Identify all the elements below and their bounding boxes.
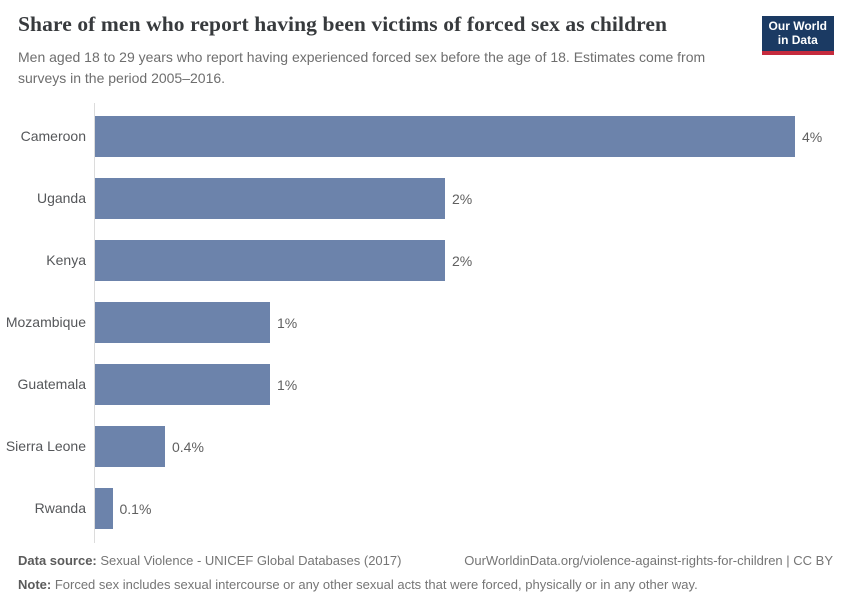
category-label: Uganda bbox=[36, 190, 86, 207]
bar-area: 1% bbox=[95, 364, 298, 406]
category-label: Mozambique bbox=[5, 314, 86, 331]
data-source-value: Sexual Violence - UNICEF Global Database… bbox=[96, 552, 402, 568]
data-source: Data source: Sexual Violence - UNICEF Gl… bbox=[18, 553, 401, 568]
bar-row: Kenya 2% bbox=[0, 230, 850, 292]
bar-rows: Cameroon 4% Uganda 2% Kenya 2% Mozambique 1% Gua… bbox=[0, 106, 850, 540]
bar-row: Cameroon 4% bbox=[0, 106, 850, 168]
category-label: Guatemala bbox=[17, 376, 86, 393]
bar-area: 2% bbox=[95, 240, 473, 282]
bar[interactable] bbox=[95, 178, 445, 220]
bar[interactable] bbox=[95, 302, 270, 344]
note-value: Forced sex includes sexual intercourse o… bbox=[51, 576, 698, 592]
bar[interactable] bbox=[95, 116, 795, 158]
chart-subtitle: Men aged 18 to 29 years who report havin… bbox=[18, 48, 706, 86]
chart-footer: Data source: Sexual Violence - UNICEF Gl… bbox=[0, 553, 850, 592]
value-label: 1% bbox=[277, 376, 298, 393]
value-label: 2% bbox=[452, 190, 473, 207]
bar[interactable] bbox=[95, 488, 113, 530]
bar-row: Mozambique 1% bbox=[0, 292, 850, 354]
note-label: Note: bbox=[18, 576, 52, 592]
y-axis-line bbox=[94, 102, 95, 543]
bar-row: Sierra Leone 0.4% bbox=[0, 416, 850, 478]
note: Note: Forced sex includes sexual interco… bbox=[18, 577, 833, 592]
bar-row: Guatemala 1% bbox=[0, 354, 850, 416]
category-label: Rwanda bbox=[34, 500, 86, 517]
chart-header: Share of men who report having been vict… bbox=[0, 0, 850, 89]
bar-row: Rwanda 0.1% bbox=[0, 478, 850, 540]
bar-chart: Cameroon 4% Uganda 2% Kenya 2% Mozambique 1% Gua… bbox=[0, 102, 850, 543]
bar[interactable] bbox=[95, 240, 445, 282]
bar[interactable] bbox=[95, 364, 270, 406]
category-label: Kenya bbox=[46, 252, 86, 269]
bar-area: 2% bbox=[95, 178, 473, 220]
chart-title: Share of men who report having been vict… bbox=[18, 12, 668, 36]
data-source-label: Data source: bbox=[18, 552, 97, 568]
category-label: Cameroon bbox=[20, 128, 86, 145]
value-label: 1% bbox=[277, 314, 298, 331]
value-label: 0.1% bbox=[119, 500, 152, 517]
owid-logo: Our World in Data bbox=[761, 16, 834, 55]
header-text: Share of men who report having been vict… bbox=[18, 12, 750, 89]
bar-area: 4% bbox=[95, 116, 823, 158]
bar[interactable] bbox=[95, 426, 165, 468]
attribution-link[interactable]: OurWorldinData.org/violence-against-righ… bbox=[464, 552, 833, 568]
bar-row: Uganda 2% bbox=[0, 168, 850, 230]
bar-area: 1% bbox=[95, 302, 298, 344]
bar-area: 0.4% bbox=[95, 426, 204, 468]
bar-area: 0.1% bbox=[95, 488, 152, 530]
owid-logo-line2: in Data bbox=[777, 32, 818, 47]
category-label: Sierra Leone bbox=[5, 438, 86, 455]
value-label: 4% bbox=[802, 128, 823, 145]
owid-logo-line1: Our World bbox=[768, 19, 827, 33]
value-label: 2% bbox=[452, 252, 473, 269]
value-label: 0.4% bbox=[172, 438, 204, 455]
